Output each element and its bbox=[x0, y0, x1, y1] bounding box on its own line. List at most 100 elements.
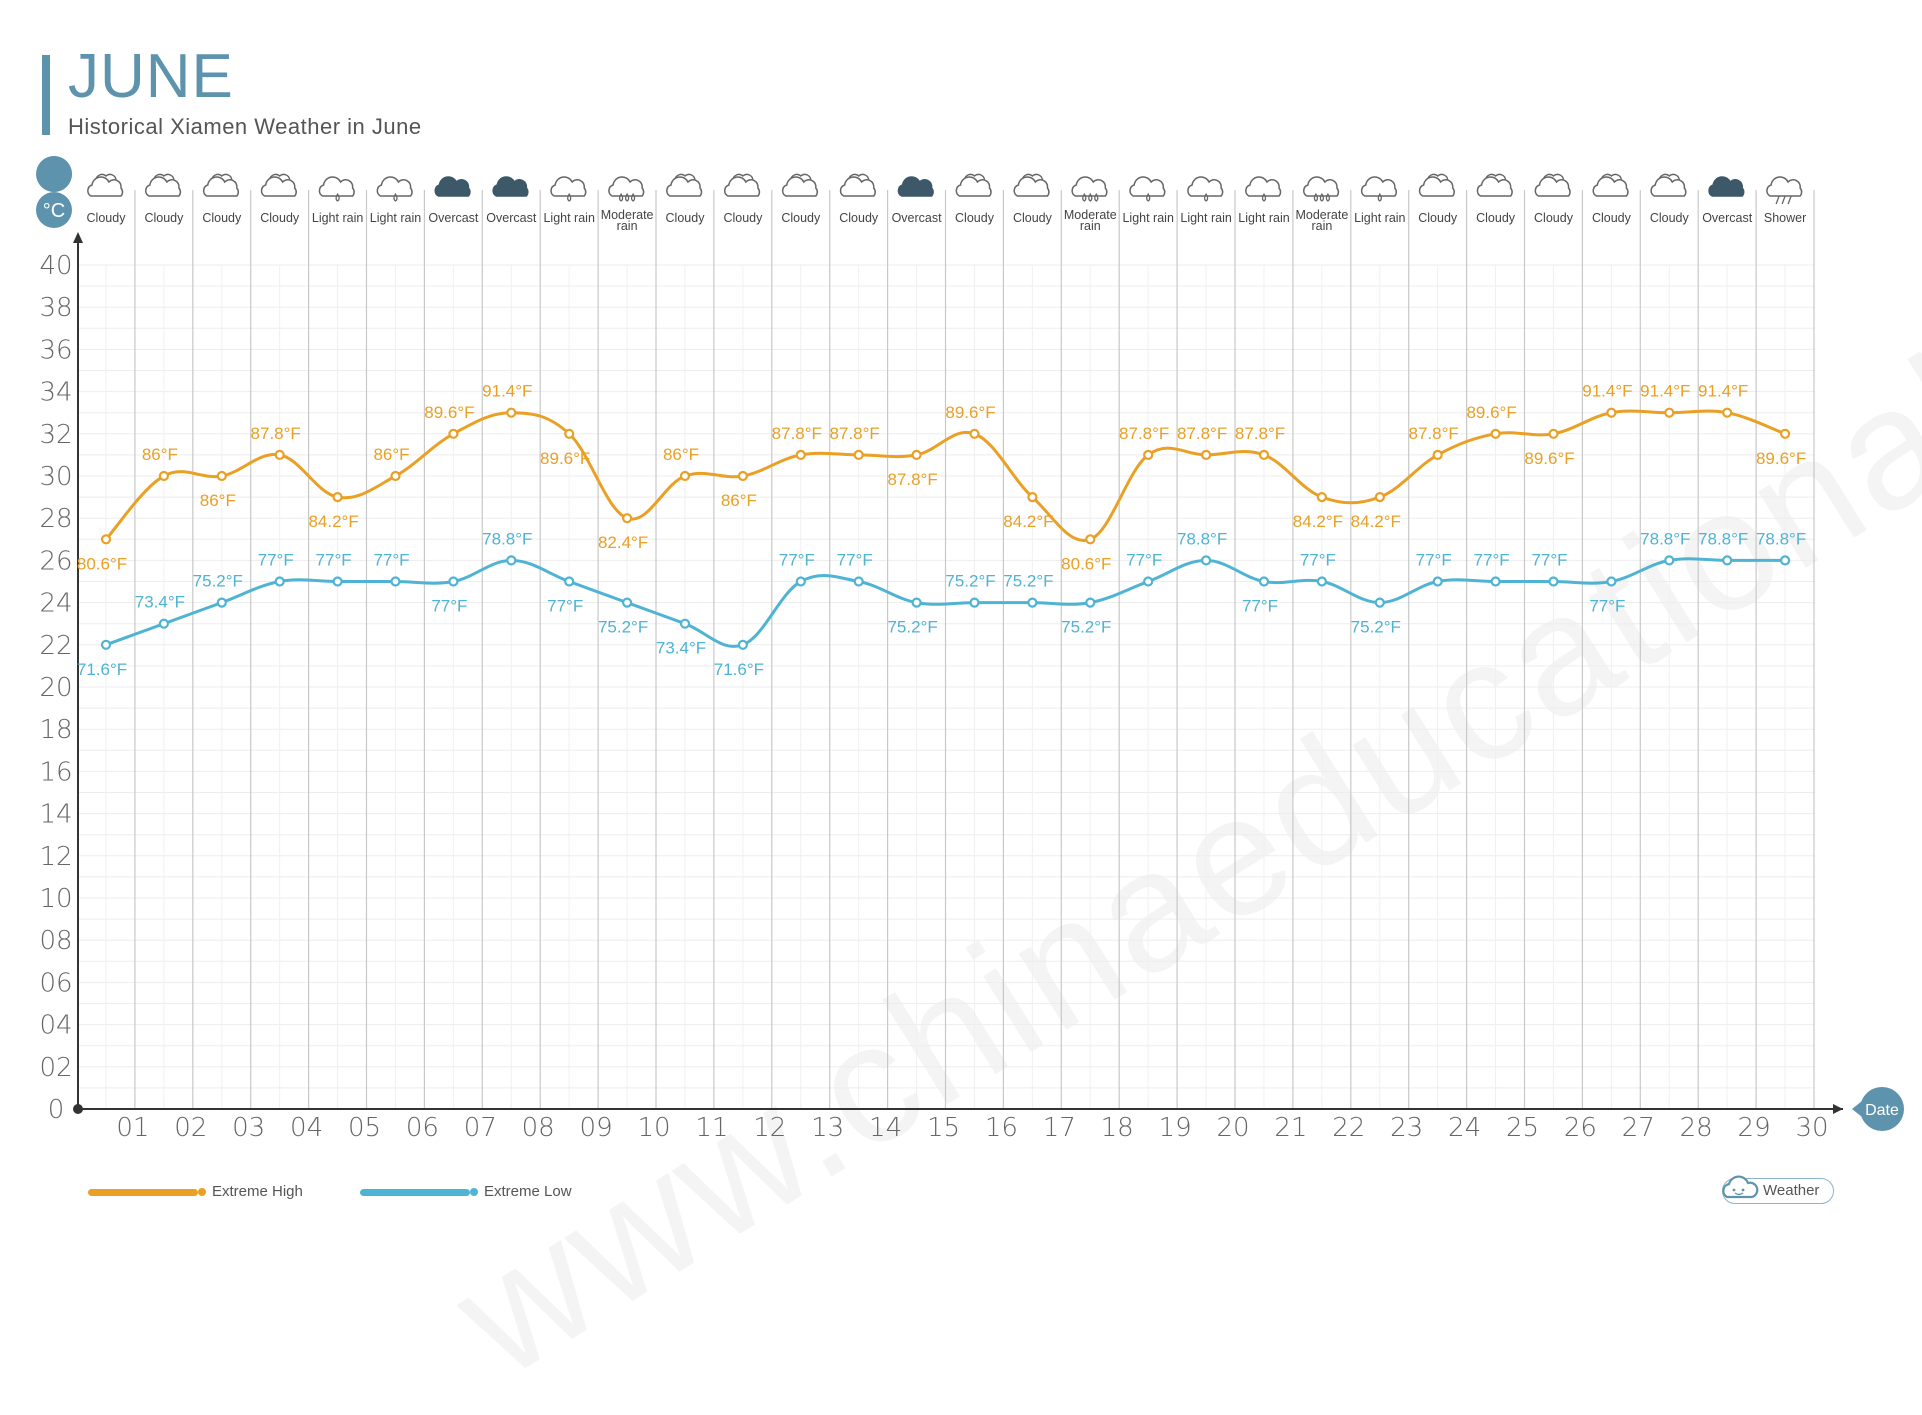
data-label-low: 75.2°F bbox=[598, 618, 648, 637]
data-point-low bbox=[1664, 555, 1675, 566]
weather-day: Cloudy bbox=[1592, 173, 1632, 225]
data-point-low bbox=[737, 639, 749, 650]
cloud-icon bbox=[87, 176, 124, 197]
data-label-high: 86°F bbox=[142, 445, 178, 464]
data-point-high bbox=[853, 449, 864, 460]
data-point-low bbox=[158, 618, 169, 629]
data-label-high: 87.8°F bbox=[1119, 424, 1169, 443]
data-point-low bbox=[853, 576, 864, 587]
data-label-high: 86°F bbox=[721, 491, 757, 510]
data-label-low: 75.2°F bbox=[1061, 618, 1111, 637]
weather-day: Cloudy bbox=[260, 173, 300, 225]
weather-label: Moderate bbox=[1295, 208, 1348, 222]
chart-subtitle: Historical Xiamen Weather in June bbox=[68, 114, 422, 139]
weather-day: Overcast bbox=[1702, 176, 1753, 225]
data-label-low: 77°F bbox=[1474, 551, 1510, 570]
data-point-low bbox=[506, 555, 517, 566]
data-point-low bbox=[1548, 576, 1559, 587]
cloud-icon bbox=[550, 176, 587, 197]
weather-day: Light rain bbox=[312, 176, 363, 225]
data-point-high bbox=[1779, 428, 1791, 439]
raindrop-icon bbox=[625, 192, 630, 202]
weather-label: rain bbox=[1080, 219, 1101, 233]
weather-label: Cloudy bbox=[202, 211, 242, 225]
data-label-high: 87.8°F bbox=[1235, 424, 1285, 443]
raindrop-icon bbox=[1088, 192, 1093, 202]
data-label-low: 77°F bbox=[837, 551, 873, 570]
raindrop-icon bbox=[393, 192, 398, 202]
cloud-back-icon bbox=[211, 173, 233, 181]
weather-legend: Weather bbox=[1722, 1175, 1834, 1204]
weather-label: Cloudy bbox=[144, 211, 184, 225]
cloud-icon bbox=[1303, 176, 1340, 197]
data-label-low: 77°F bbox=[1531, 551, 1567, 570]
data-label-low: 78.8°F bbox=[1756, 529, 1806, 548]
weather-day: Light rain bbox=[1354, 176, 1406, 225]
data-point-high bbox=[1548, 428, 1559, 439]
legend-low-label: Extreme Low bbox=[484, 1183, 572, 1200]
data-label-high: 89.6°F bbox=[945, 403, 995, 422]
data-label-low: 73.4°F bbox=[135, 593, 185, 612]
data-point-low bbox=[100, 639, 112, 650]
weather-day: Cloudy bbox=[87, 173, 126, 225]
data-label-low: 77°F bbox=[316, 551, 352, 570]
weather-day: Cloudy bbox=[955, 173, 995, 225]
x-tick-label: 01 bbox=[116, 1113, 149, 1143]
data-label-high: 86°F bbox=[663, 445, 699, 464]
weather-label: Light rain bbox=[1122, 211, 1173, 225]
data-label-low: 71.6°F bbox=[714, 660, 764, 679]
weather-label: Cloudy bbox=[839, 211, 879, 225]
cloud-icon bbox=[145, 176, 182, 197]
data-point-high bbox=[679, 470, 691, 482]
y-tick-label: 30 bbox=[39, 462, 72, 492]
data-label-high: 86°F bbox=[200, 491, 236, 510]
cloud-back-icon bbox=[963, 173, 986, 181]
weather-label: Cloudy bbox=[1476, 211, 1516, 225]
weather-label: Light rain bbox=[312, 211, 363, 225]
data-label-low: 75.2°F bbox=[945, 572, 995, 591]
raindrop-icon bbox=[1377, 192, 1382, 202]
data-label-low: 78.8°F bbox=[1640, 529, 1690, 548]
x-tick-label: 30 bbox=[1795, 1113, 1828, 1143]
y-tick-label: 12 bbox=[39, 842, 72, 872]
x-axis-arrow bbox=[1833, 1104, 1843, 1114]
data-point-low bbox=[1432, 576, 1443, 587]
x-tick-label: 13 bbox=[811, 1113, 844, 1143]
weather-day: Overcast bbox=[892, 176, 942, 225]
weather-day: Light rain bbox=[370, 176, 421, 225]
cloud-icon bbox=[1650, 176, 1687, 197]
weather-label: Cloudy bbox=[1013, 211, 1053, 225]
y-tick-label: 28 bbox=[39, 504, 72, 534]
data-label-high: 84.2°F bbox=[1351, 512, 1401, 531]
data-point-low bbox=[679, 618, 691, 629]
data-label-high: 87.8°F bbox=[251, 424, 301, 443]
weather-label: Cloudy bbox=[260, 211, 300, 225]
weather-label: Cloudy bbox=[781, 211, 821, 225]
x-tick-label: 27 bbox=[1622, 1113, 1655, 1143]
raindrop-icon bbox=[631, 192, 636, 202]
data-point-low bbox=[448, 576, 459, 587]
y-tick-label: 18 bbox=[39, 715, 72, 745]
cloud-back-icon bbox=[1484, 173, 1507, 181]
legend-low: Extreme Low bbox=[360, 1183, 572, 1200]
y-tick-label: 10 bbox=[39, 884, 72, 914]
y-tick-label: 08 bbox=[39, 926, 72, 956]
x-tick-label: 07 bbox=[464, 1113, 497, 1143]
rain-streak-icon bbox=[1781, 195, 1786, 205]
x-tick-label: 04 bbox=[290, 1113, 323, 1143]
data-label-high: 89.6°F bbox=[424, 403, 474, 422]
data-point-low bbox=[390, 576, 401, 587]
title-accent-bar bbox=[42, 55, 50, 135]
x-tick-label: 02 bbox=[174, 1113, 207, 1143]
x-tick-label: 08 bbox=[522, 1113, 555, 1143]
x-tick-label: 21 bbox=[1274, 1113, 1307, 1143]
data-point-high bbox=[795, 449, 806, 460]
weather-day: Light rain bbox=[1238, 176, 1290, 225]
data-point-high bbox=[1490, 428, 1501, 439]
data-point-low bbox=[1779, 555, 1791, 566]
data-label-low: 75.2°F bbox=[193, 572, 243, 591]
data-point-high bbox=[737, 470, 749, 482]
data-point-high bbox=[390, 470, 401, 482]
data-label-high: 89.6°F bbox=[1524, 449, 1574, 468]
data-label-high: 91.4°F bbox=[1698, 382, 1748, 401]
